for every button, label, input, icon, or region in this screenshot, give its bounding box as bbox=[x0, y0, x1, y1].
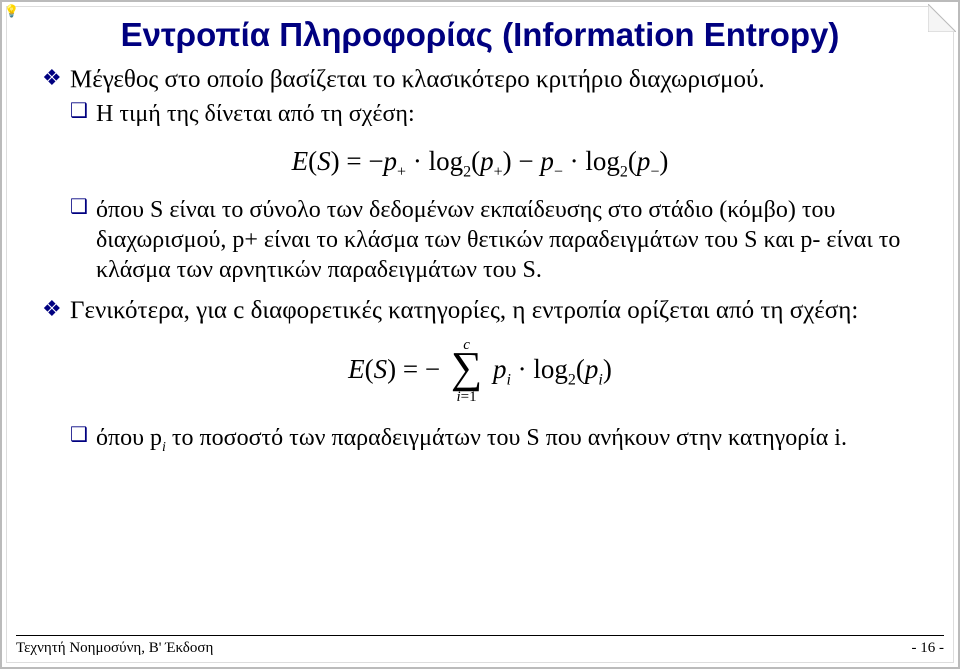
footer: Τεχνητή Νοημοσύνη, Β' Έκδοση - 16 - bbox=[16, 635, 944, 657]
bullet-text: Μέγεθος στο οποίο βασίζεται το κλασικότε… bbox=[70, 64, 765, 95]
bullet-item: ❖ Γενικότερα, για c διαφορετικές κατηγορ… bbox=[42, 295, 918, 326]
entropy-formula-general: E(S) = − c ∑ i=1 pi · log2(pi) bbox=[42, 345, 918, 398]
sigma-lower-limit: i=1 bbox=[451, 384, 482, 411]
sub-bullet-item: ❑ όπου pi το ποσοστό των παραδειγμάτων τ… bbox=[70, 423, 918, 456]
page-fold-icon bbox=[928, 4, 956, 32]
entropy-formula-binary: E(S) = −p+ · log2(p+) − p− · log2(p−) bbox=[42, 137, 918, 187]
sub-bullet-item: ❑ Η τιμή της δίνεται από τη σχέση: bbox=[70, 99, 918, 129]
footer-left: Τεχνητή Νοημοσύνη, Β' Έκδοση bbox=[16, 640, 213, 657]
footer-right: - 16 - bbox=[912, 640, 945, 657]
square-bullet-icon: ❑ bbox=[70, 99, 96, 124]
bullet-item: ❖ Μέγεθος στο οποίο βασίζεται το κλασικό… bbox=[42, 64, 918, 95]
sub-bullet-item: ❑ όπου S είναι το σύνολο των δεδομένων ε… bbox=[70, 195, 918, 285]
sub-bullet-text: Η τιμή της δίνεται από τη σχέση: bbox=[96, 99, 415, 129]
bullet-text: Γενικότερα, για c διαφορετικές κατηγορίε… bbox=[70, 295, 858, 326]
sub-bullet-text: όπου S είναι το σύνολο των δεδομένων εκπ… bbox=[96, 195, 918, 285]
page-title: Εντροπία Πληροφορίας (Information Entrop… bbox=[42, 16, 918, 54]
sigma-upper-limit: c bbox=[451, 332, 482, 359]
diamond-bullet-icon: ❖ bbox=[42, 64, 70, 92]
square-bullet-icon: ❑ bbox=[70, 195, 96, 220]
diamond-bullet-icon: ❖ bbox=[42, 295, 70, 323]
slide-content: Εντροπία Πληροφορίας (Information Entrop… bbox=[42, 16, 918, 459]
square-bullet-icon: ❑ bbox=[70, 423, 96, 448]
sub-bullet-text: όπου pi το ποσοστό των παραδειγμάτων του… bbox=[96, 423, 847, 456]
corner-bulb-icon: 💡 bbox=[4, 4, 19, 19]
